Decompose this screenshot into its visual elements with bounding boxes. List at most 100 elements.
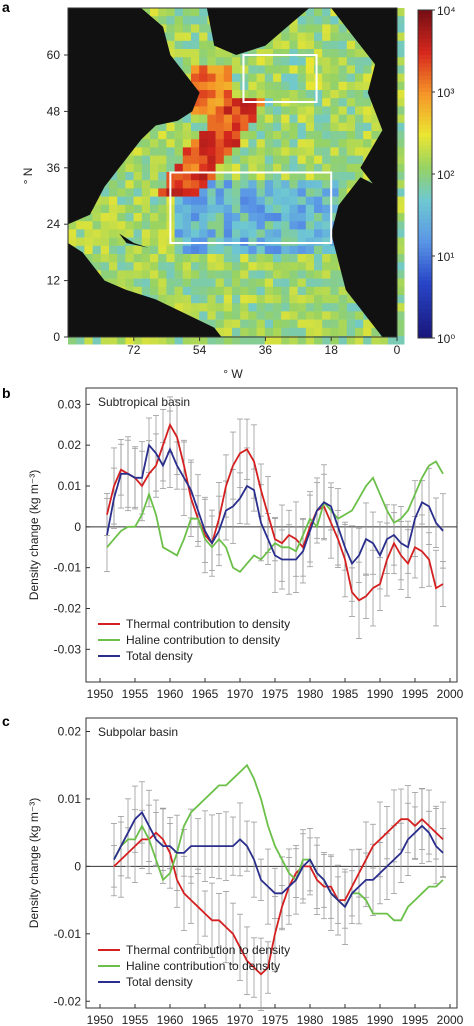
map-y-tick-label: 36 [47,161,61,175]
colorbar-segment [418,96,432,101]
colorbar-segment [418,100,432,105]
colorbar-segment [418,67,432,72]
colorbar-tick-label: 10⁴ [437,4,456,18]
colorbar-segment [418,190,432,195]
colorbar-segment [418,292,432,298]
series-line-1 [113,817,444,976]
colorbar-segment [418,59,432,64]
colorbar-segment [418,42,432,48]
colorbar-segment [418,112,432,118]
colorbar-segment [418,313,432,318]
colorbar-segment [418,46,432,52]
map-x-tick-label: 0 [394,343,401,357]
x-tick-label: 1970 [227,1013,254,1026]
x-tick-label: 1990 [367,687,394,701]
colorbar-segment [418,223,432,228]
map-x-axis-label: ° W [223,367,243,381]
legend-label-3: Total density [126,649,193,663]
colorbar-segment [418,71,432,77]
europe-land [331,8,397,196]
colorbar-tick-label: 10¹ [437,250,454,264]
south-america-land [68,243,222,337]
colorbar-segment [418,161,432,167]
north-america-land [68,8,200,225]
colorbar-segment [418,133,432,138]
x-tick-label: 1995 [402,687,429,701]
colorbar-segment [418,92,432,97]
x-tick-label: 1995 [402,1013,429,1026]
y-tick-label: 0.02 [58,438,82,452]
colorbar-segment [418,38,432,44]
colorbar-segment [418,231,432,236]
region-box-2 [242,54,318,103]
x-tick-label: 2000 [437,1013,464,1026]
y-tick-label: -0.01 [54,927,82,941]
colorbar-segment [418,325,432,331]
colorbar-tick-label: 10⁰ [437,332,455,346]
map-y-tick-label: 24 [47,217,61,231]
series-line-1 [106,422,444,602]
colorbar-segment [418,186,432,191]
colorbar-segment [418,260,432,265]
x-tick-label: 1975 [262,687,289,701]
x-tick-label: 1975 [262,1013,289,1026]
colorbar-segment [418,194,432,200]
colorbar-segment [418,157,432,163]
colorbar-segment [418,75,432,81]
y-tick-label: -0.01 [54,561,82,575]
colorbar-segment [418,329,432,335]
colorbar-segment [418,215,432,220]
colorbar-segment [418,235,432,241]
colorbar-segment [418,83,432,89]
x-tick-label: 1955 [122,1013,149,1026]
panel-a-letter: a [2,0,10,15]
legend-label-1: Thermal contribution to density [126,617,290,631]
colorbar-segment [418,284,432,290]
x-tick-label: 1980 [297,1013,324,1026]
legend-label-2: Haline contribution to density [126,959,280,973]
colorbar-segment [418,268,432,273]
colorbar-segment [418,165,432,171]
colorbar-segment [418,219,432,224]
colorbar-segment [418,317,432,323]
colorbar-segment [418,79,432,85]
colorbar-segment [418,243,432,249]
x-tick-label: 1950 [87,687,114,701]
greenland-land [206,8,310,55]
map-y-axis-label: ° N [21,168,35,185]
colorbar-segment [418,120,432,126]
africa-land [331,177,397,337]
x-tick-label: 1985 [332,1013,359,1026]
colorbar-segment [418,206,432,212]
colorbar: 10⁰ 10¹ 10² 10³ 10⁴ [417,4,456,346]
series-line-2 [106,460,444,573]
colorbar-segment [418,22,432,27]
colorbar-segment [418,178,432,183]
y-tick-label: -0.03 [54,642,82,656]
colorbar-segment [418,297,432,302]
map-y-tick-label: 12 [47,274,61,288]
panel-title: Subpolar basin [98,725,178,739]
colorbar-segment [418,174,432,179]
colorbar-segment [418,18,432,23]
colorbar-segment [418,333,432,339]
series-line-3 [106,443,444,566]
colorbar-segment [418,309,432,314]
map-x-tick-label: 18 [325,343,339,357]
y-axis-label: Density change (kg m⁻³) [27,470,41,600]
y-tick-label: -0.02 [54,994,82,1008]
x-tick-label: 1955 [122,687,149,701]
colorbar-segment [418,169,432,175]
colorbar-segment [418,145,432,150]
colorbar-tick-label: 10³ [437,86,454,100]
colorbar-segment [418,63,432,68]
colorbar-segment [418,202,432,208]
colorbar-segment [418,239,432,245]
x-tick-label: 1965 [192,687,219,701]
colorbar-segment [418,149,432,154]
colorbar-segment [418,301,432,306]
colorbar-segment [418,256,432,261]
panel-b-letter: b [2,385,11,401]
colorbar-segment [418,264,432,269]
